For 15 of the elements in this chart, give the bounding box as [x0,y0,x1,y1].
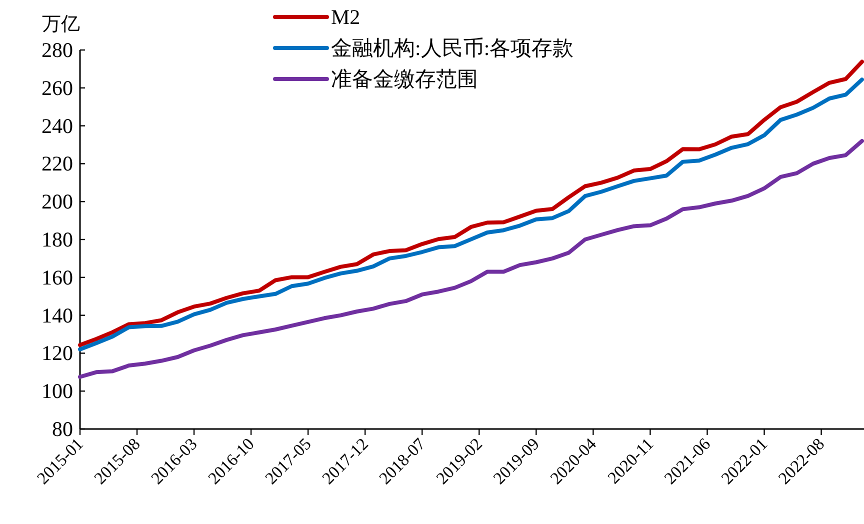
y-tick-label: 280 [42,38,73,62]
y-tick-label: 140 [42,303,73,328]
y-tick-label: 120 [42,341,73,366]
y-tick-label: 100 [42,379,73,404]
legend-label: 金融机构:人民币:各项存款 [331,36,574,60]
y-tick-label: 180 [42,228,73,252]
y-tick-label: 160 [42,265,73,290]
y-tick-label: 80 [52,417,73,441]
y-axis-title: 万亿 [42,14,80,35]
legend-label: 准备金缴存范围 [331,67,478,91]
y-tick-label: 260 [42,76,73,100]
y-tick-label: 200 [42,190,73,214]
y-tick-label: 240 [42,114,73,138]
y-tick-label: 220 [42,152,73,176]
legend-label: M2 [331,5,360,29]
